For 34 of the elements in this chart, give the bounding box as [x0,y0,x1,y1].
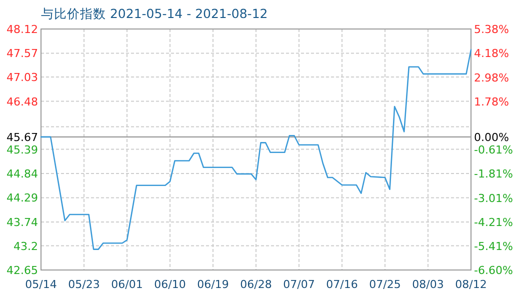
y-tick-label: 44.29 [6,192,38,205]
y2-tick-label: 2.98% [474,71,509,84]
x-tick-label: 07/16 [326,278,358,291]
x-tick-label: 07/07 [283,278,315,291]
y-tick-label: 46.48 [6,95,38,108]
y-tick-label: 43.2 [14,240,38,253]
y2-tick-label: -0.61% [474,144,513,156]
x-tick-label: 07/25 [369,278,401,291]
y2-tick-label: 4.18% [474,47,509,60]
y2-tick-label: -4.21% [474,216,513,229]
y-tick-label: 45.39 [6,143,38,156]
y-tick-label: 45.67 [6,130,38,144]
x-tick-label: 08/03 [412,278,444,291]
y2-tick-label: 1.78% [474,95,509,108]
y-tick-label: 47.57 [6,47,38,60]
x-tick-label: 05/14 [25,278,57,291]
x-tick-label: 05/23 [68,278,100,291]
y-tick-label: 47.03 [6,71,38,84]
x-tick-label: 06/28 [240,278,272,291]
y2-tick-label: -5.41% [474,240,513,254]
x-tick-label: 06/10 [154,278,186,291]
y2-tick-label: -6.60% [474,264,513,277]
chart-title: 与比价指数 2021-05-14 - 2021-08-12 [41,6,268,21]
y2-tick-label: 0.00% [474,131,509,144]
y2-tick-label: -1.81% [474,168,513,181]
x-tick-label: 06/01 [111,278,143,291]
y2-tick-label: -3.01% [474,192,513,205]
y-tick-label: 48.12 [6,23,38,36]
x-tick-label: 06/19 [197,278,229,291]
x-tick-label: 08/12 [455,278,487,291]
y-tick-label: 42.65 [6,264,38,277]
y2-tick-label: 5.38% [474,23,509,36]
y-tick-label: 43.74 [6,216,38,229]
y-tick-label: 44.84 [6,168,38,181]
